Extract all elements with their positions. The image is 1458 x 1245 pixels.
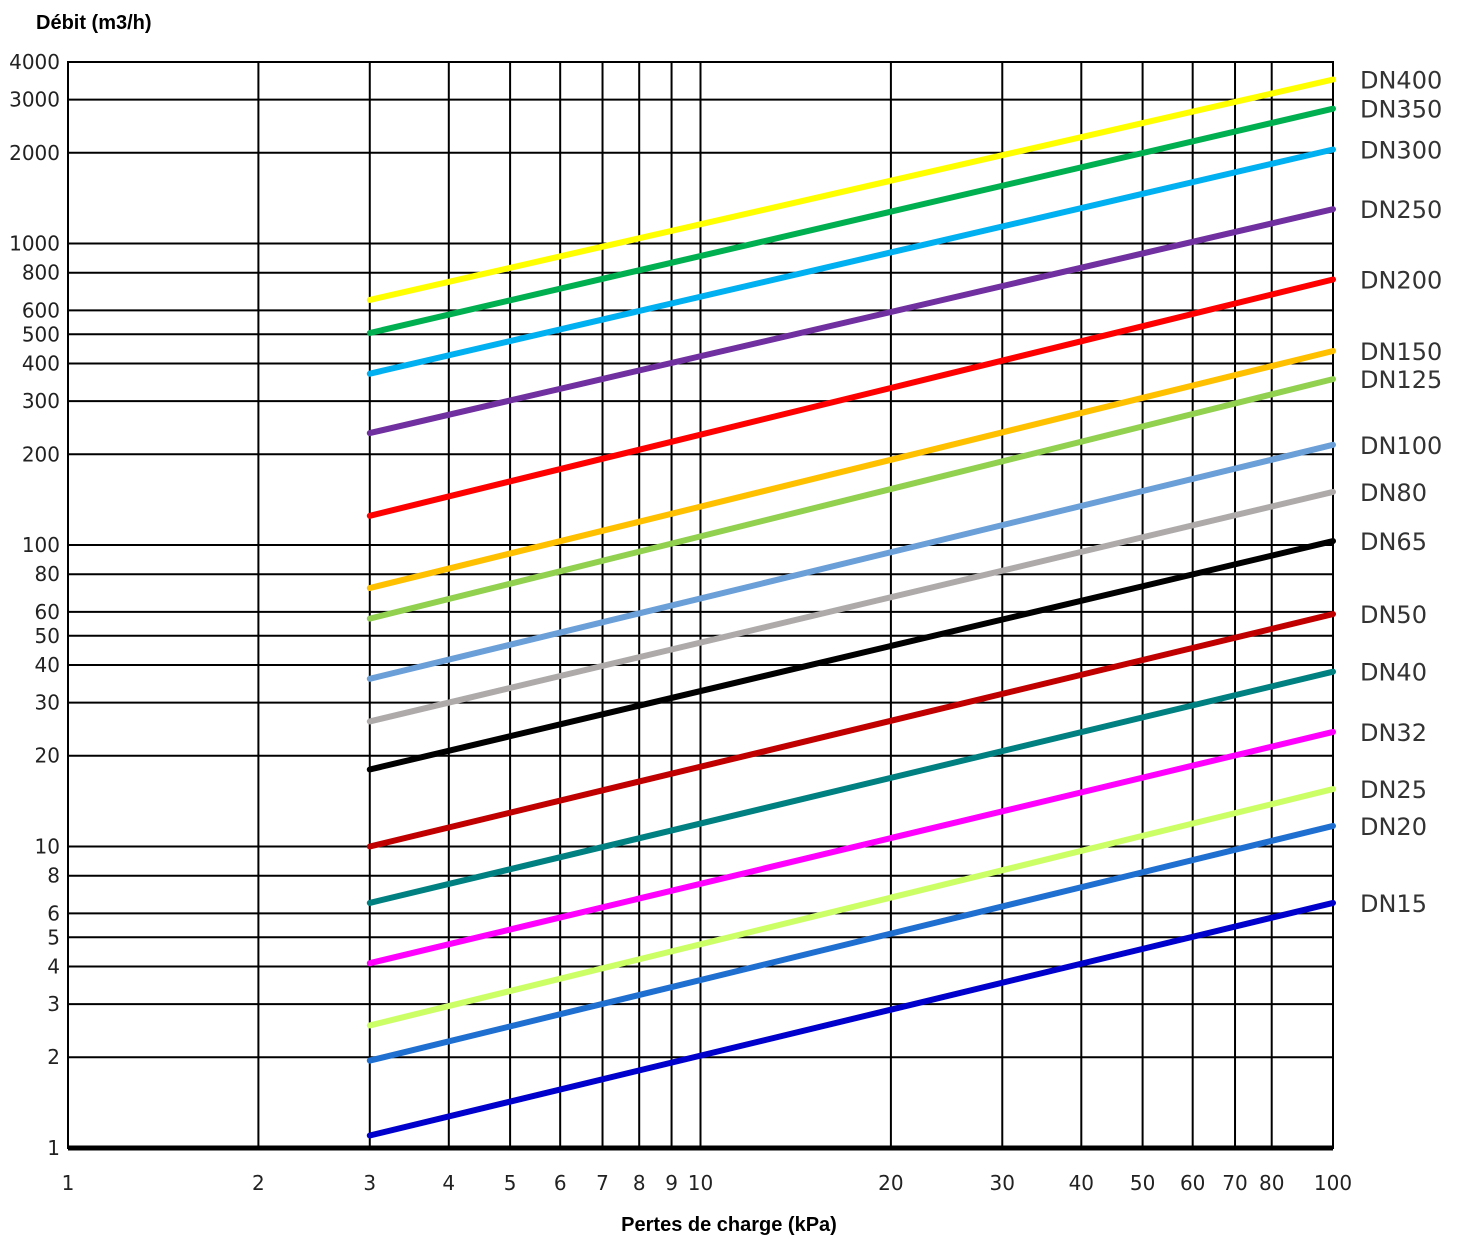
- y-tick-label: 200: [22, 442, 60, 466]
- y-tick-label: 60: [35, 600, 60, 624]
- y-tick-label: 3: [47, 992, 60, 1016]
- series-line-dn150: [366, 348, 1336, 591]
- x-tick-label: 40: [1069, 1171, 1094, 1195]
- y-tick-label: 800: [22, 261, 60, 285]
- series-line-dn15: [366, 899, 1336, 1139]
- series-line-dn100: [366, 441, 1336, 682]
- series-label-dn25: DN25: [1360, 776, 1427, 804]
- x-tick-label: 5: [504, 1171, 517, 1195]
- x-tick-label: 2: [252, 1171, 265, 1195]
- y-tick-label: 40: [35, 653, 60, 677]
- series-line-dn125: [366, 376, 1336, 622]
- series-label-dn400: DN400: [1360, 66, 1442, 94]
- y-tick-label: 600: [22, 298, 60, 322]
- series-line-dn350: [366, 105, 1336, 336]
- x-tick-label: 100: [1314, 1171, 1352, 1195]
- series-label-dn40: DN40: [1360, 659, 1427, 687]
- series-line-dn80: [366, 488, 1336, 725]
- x-tick-label: 20: [878, 1171, 903, 1195]
- series-label-dn100: DN100: [1360, 432, 1442, 460]
- series-label-dn32: DN32: [1360, 719, 1427, 747]
- series-line-dn250: [366, 206, 1336, 437]
- y-tick-label: 50: [35, 624, 60, 648]
- x-tick-label: 80: [1259, 1171, 1284, 1195]
- x-tick-label: 6: [554, 1171, 567, 1195]
- series-label-dn125: DN125: [1360, 366, 1442, 394]
- y-tick-label: 1000: [9, 232, 60, 256]
- y-tick-label: 100: [22, 533, 60, 557]
- y-tick-label: 300: [22, 389, 60, 413]
- series-line-dn300: [366, 146, 1336, 377]
- y-tick-label: 5: [47, 925, 60, 949]
- y-tick-label: 20: [35, 744, 60, 768]
- series-label-dn65: DN65: [1360, 528, 1427, 556]
- series-label-dn150: DN150: [1360, 338, 1442, 366]
- y-tick-label: 30: [35, 691, 60, 715]
- series-line-dn20: [366, 822, 1336, 1064]
- x-tick-label: 7: [596, 1171, 609, 1195]
- y-tick-label: 400: [22, 351, 60, 375]
- series-line-dn25: [366, 786, 1336, 1029]
- series-line-dn40: [366, 668, 1336, 906]
- series-line-dn200: [366, 276, 1336, 519]
- x-tick-label: 70: [1222, 1171, 1247, 1195]
- x-tick-label: 8: [633, 1171, 646, 1195]
- series-label-dn15: DN15: [1360, 890, 1427, 918]
- y-tick-label: 2: [47, 1045, 60, 1069]
- x-tick-label: 4: [442, 1171, 455, 1195]
- series-label-dn250: DN250: [1360, 196, 1442, 224]
- y-tick-label: 10: [35, 835, 60, 859]
- x-tick-label: 9: [665, 1171, 678, 1195]
- x-axis-title: Pertes de charge (kPa): [621, 1214, 837, 1236]
- x-tick-label: 3: [363, 1171, 376, 1195]
- y-tick-label: 500: [22, 322, 60, 346]
- x-tick-label: 1: [62, 1171, 75, 1195]
- y-tick-label: 80: [35, 562, 60, 586]
- y-tick-label: 4: [47, 954, 60, 978]
- y-tick-label: 1: [47, 1136, 60, 1160]
- x-tick-label: 30: [990, 1171, 1015, 1195]
- series-label-dn50: DN50: [1360, 601, 1427, 629]
- y-tick-label: 4000: [9, 50, 60, 74]
- series-label-dn20: DN20: [1360, 813, 1427, 841]
- series-label-dn200: DN200: [1360, 266, 1442, 294]
- y-tick-label: 8: [47, 864, 60, 888]
- series-label-dn300: DN300: [1360, 137, 1442, 165]
- series-line-dn65: [366, 538, 1336, 773]
- series-label-dn80: DN80: [1360, 479, 1427, 507]
- series-label-dn350: DN350: [1360, 96, 1442, 124]
- x-tick-label: 10: [688, 1171, 713, 1195]
- series-line-dn50: [366, 611, 1336, 850]
- series-line-dn400: [366, 76, 1336, 303]
- series-line-dn32: [366, 728, 1336, 967]
- y-tick-label: 6: [47, 901, 60, 925]
- y-tick-label: 3000: [9, 88, 60, 112]
- x-tick-label: 60: [1180, 1171, 1205, 1195]
- x-tick-label: 50: [1130, 1171, 1155, 1195]
- y-axis-title: Débit (m3/h): [36, 12, 152, 34]
- y-tick-label: 2000: [9, 141, 60, 165]
